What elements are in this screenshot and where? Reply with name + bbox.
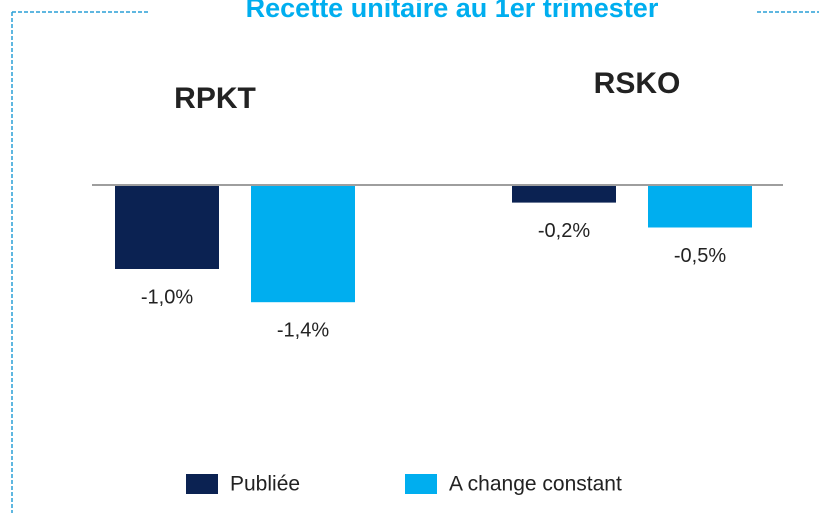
data-label: -1,0% (141, 286, 193, 308)
legend-label: Publiée (230, 473, 300, 496)
chart-title: Recette unitaire au 1er trimester (246, 0, 659, 23)
group-label: RPKT (174, 82, 256, 115)
legend-swatch (186, 474, 218, 494)
bar (251, 186, 355, 303)
data-label: -0,2% (538, 220, 590, 242)
group-label: RSKO (594, 67, 681, 100)
data-label: -0,5% (674, 245, 726, 267)
bar (648, 186, 752, 228)
legend-label: A change constant (449, 473, 622, 496)
bar (115, 186, 219, 269)
legend-swatch (405, 474, 437, 494)
data-label: -1,4% (277, 319, 329, 341)
bar (512, 186, 616, 203)
